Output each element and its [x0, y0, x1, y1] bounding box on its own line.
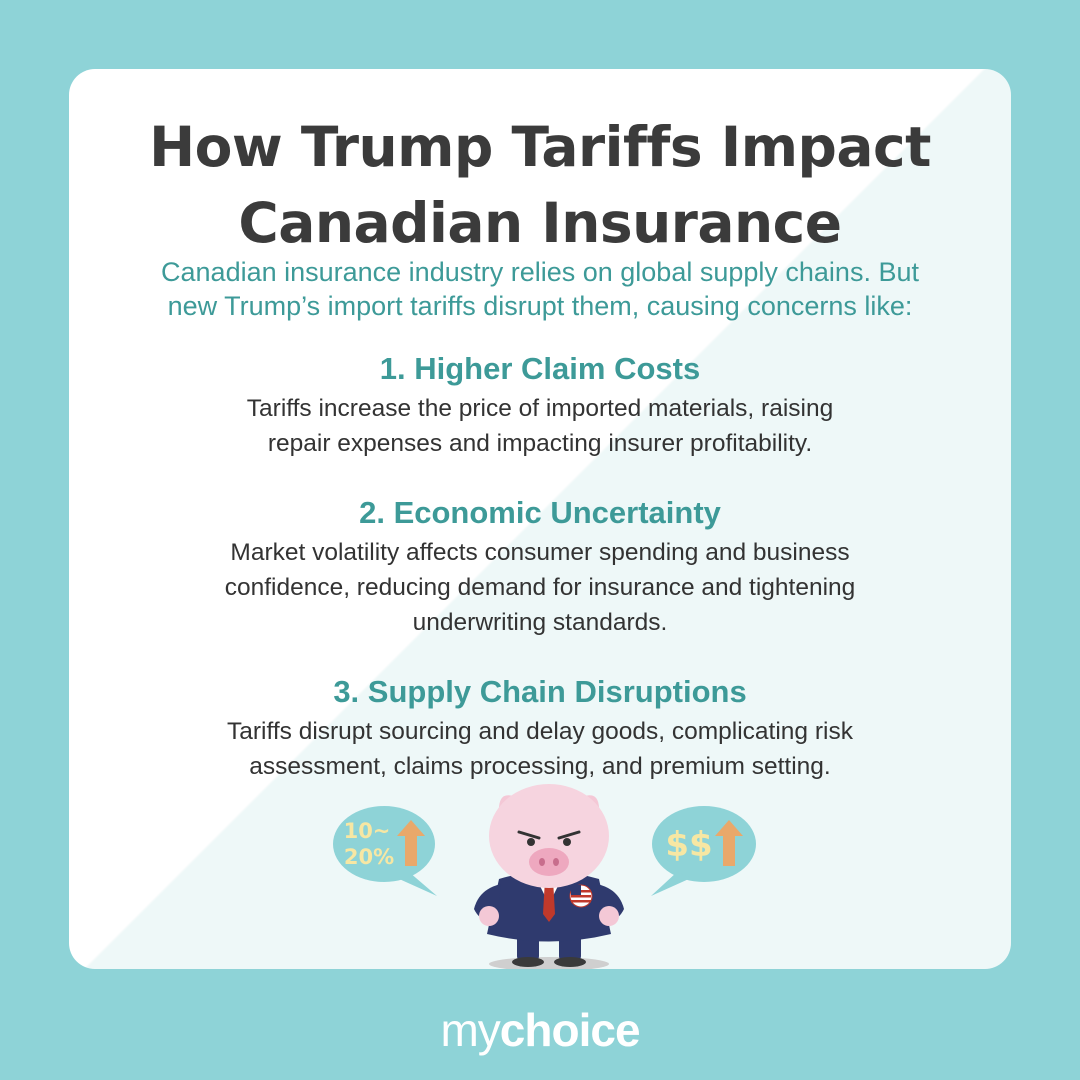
intro-line-2: new Trump’s import tariffs disrupt them,…	[167, 291, 913, 321]
section-heading: 2. Economic Uncertainty	[359, 495, 721, 530]
money-text: $$	[665, 825, 712, 865]
page-title: How Trump Tariffs Impact Canadian Insura…	[69, 109, 1011, 261]
body-line: repair expenses and impacting insurer pr…	[267, 430, 813, 457]
body-line: assessment, claims processing, and premi…	[249, 753, 831, 780]
section-body: Market volatility affects consumer spend…	[109, 535, 971, 640]
section-supply-chain-disruptions: 3. Supply Chain Disruptions Tariffs disr…	[109, 672, 971, 784]
pig-head	[489, 784, 609, 888]
up-arrow-icon	[397, 820, 425, 866]
section-body: Tariffs disrupt sourcing and delay goods…	[109, 714, 971, 784]
intro-line-1: Canadian insurance industry relies on gl…	[161, 257, 919, 287]
title-line-2: Canadian Insurance	[238, 191, 842, 255]
percent-line-2: 20%	[344, 845, 394, 869]
tie	[543, 879, 555, 922]
pig-suit	[474, 871, 624, 942]
shadow	[489, 957, 609, 969]
up-arrow-icon	[715, 820, 743, 866]
pig-illustration: 10~ 20% $$	[333, 784, 756, 969]
content-card: How Trump Tariffs Impact Canadian Insura…	[69, 69, 1011, 969]
body-line: Market volatility affects consumer spend…	[230, 539, 850, 566]
logo-my: my	[440, 1004, 500, 1056]
body-line: confidence, reducing demand for insuranc…	[224, 574, 856, 601]
logo-choice: choice	[499, 1004, 641, 1056]
section-higher-claim-costs: 1. Higher Claim Costs Tariffs increase t…	[109, 349, 971, 461]
money-speech-bubble: $$	[651, 806, 756, 896]
snout	[529, 848, 569, 876]
percent-line-1: 10~	[344, 819, 391, 843]
section-heading: 3. Supply Chain Disruptions	[333, 674, 747, 709]
body-line: Tariffs increase the price of imported m…	[246, 395, 834, 422]
body-line: Tariffs disrupt sourcing and delay goods…	[227, 718, 853, 745]
percent-speech-bubble: 10~ 20%	[333, 806, 437, 896]
mychoice-logo: mychoice	[0, 1000, 1080, 1060]
flag-pin-icon	[569, 884, 593, 908]
section-economic-uncertainty: 2. Economic Uncertainty Market volatilit…	[109, 493, 971, 640]
section-heading: 1. Higher Claim Costs	[379, 351, 701, 386]
title-line-1: How Trump Tariffs Impact	[149, 115, 931, 179]
body-line: underwriting standards.	[412, 609, 668, 636]
section-body: Tariffs increase the price of imported m…	[109, 391, 971, 461]
intro-text: Canadian insurance industry relies on gl…	[109, 255, 971, 323]
